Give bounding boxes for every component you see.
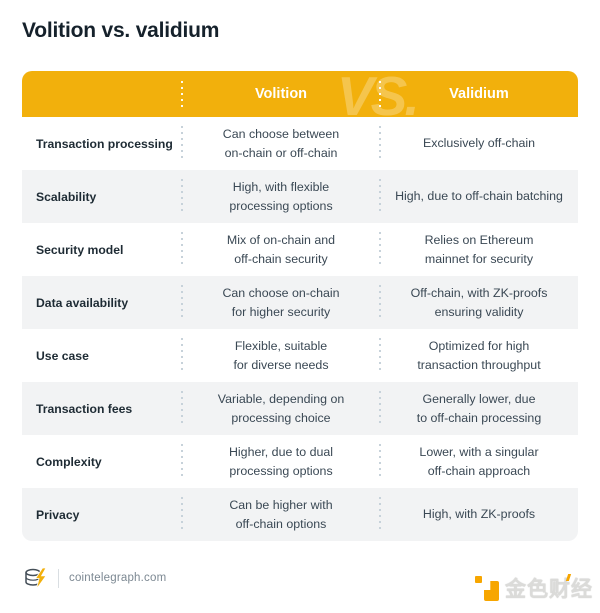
validium-cell: Relies on Ethereum mainnet for security <box>379 223 578 276</box>
row-label: Data availability <box>36 295 129 310</box>
volition-cell: Higher, due to dual processing options <box>181 435 380 488</box>
validium-cell: Generally lower, due to off-chain proces… <box>379 382 578 435</box>
table-row: Transaction fees Variable, depending on … <box>22 382 578 435</box>
jinse-squares-icon <box>475 574 501 602</box>
validium-cell: Off-chain, with ZK-proofs ensuring valid… <box>379 276 578 329</box>
row-label: Privacy <box>36 507 80 522</box>
table-row: Scalability High, with flexible processi… <box>22 170 578 223</box>
validium-cell: Lower, with a singular off-chain approac… <box>379 435 578 488</box>
validium-cell: Exclusively off-chain <box>379 117 578 170</box>
jinse-watermark: 金色财经 <box>475 573 593 603</box>
table-row: Use case Flexible, suitable for diverse … <box>22 329 578 382</box>
table-header: VS. Volition Validium <box>22 71 578 123</box>
validium-cell: High, with ZK-proofs <box>379 488 578 541</box>
row-label: Use case <box>36 348 89 363</box>
volition-cell: Variable, depending on processing choice <box>181 382 380 435</box>
column-header-validium: Validium <box>379 71 578 117</box>
page-title: Volition vs. validium <box>22 19 220 42</box>
footer: cointelegraph.com <box>22 564 166 592</box>
volition-cell: Mix of on-chain and off-chain security <box>181 223 380 276</box>
row-label: Transaction processing <box>36 136 173 151</box>
volition-cell: Can be higher with off-chain options <box>181 488 380 541</box>
header-label-spacer <box>22 71 182 117</box>
comparison-table: VS. Volition Validium Transaction proces… <box>22 71 578 541</box>
volition-cell: High, with flexible processing options <box>181 170 380 223</box>
vs-watermark: VS. <box>337 71 420 127</box>
volition-cell: Can choose on-chain for higher security <box>181 276 380 329</box>
column-header-volition: Volition <box>181 71 380 117</box>
jinse-brand-text: 金色财经 <box>505 573 593 603</box>
table-row: Transaction processing Can choose betwee… <box>22 117 578 170</box>
table-row: Privacy Can be higher with off-chain opt… <box>22 488 578 541</box>
table-row: Complexity Higher, due to dual processin… <box>22 435 578 488</box>
source-url: cointelegraph.com <box>69 572 167 584</box>
validium-cell: Optimized for high transaction throughpu… <box>379 329 578 382</box>
validium-cell: High, due to off-chain batching <box>379 170 578 223</box>
row-label: Transaction fees <box>36 401 133 416</box>
volition-cell: Can choose between on-chain or off-chain <box>181 117 380 170</box>
table-row: Data availability Can choose on-chain fo… <box>22 276 578 329</box>
row-label: Scalability <box>36 189 97 204</box>
row-label: Security model <box>36 242 124 257</box>
volition-cell: Flexible, suitable for diverse needs <box>181 329 380 382</box>
row-label: Complexity <box>36 454 102 469</box>
table-body: Transaction processing Can choose betwee… <box>22 117 578 541</box>
coin-lightning-icon <box>25 567 47 589</box>
footer-divider <box>58 568 59 588</box>
table-row: Security model Mix of on-chain and off-c… <box>22 223 578 276</box>
